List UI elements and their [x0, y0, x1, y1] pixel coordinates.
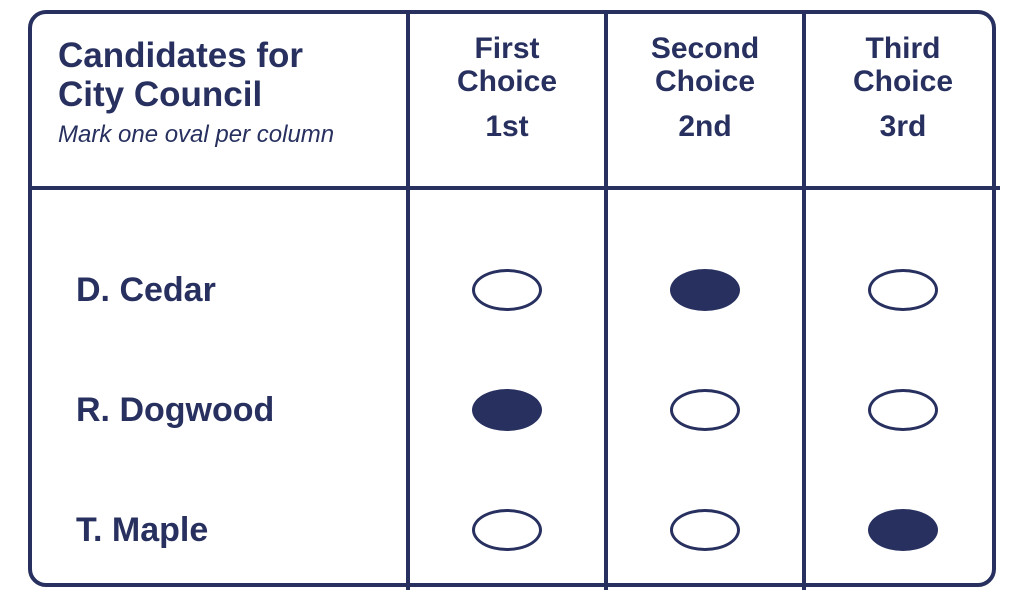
- ballot-oval[interactable]: [472, 509, 542, 551]
- choice-title-2: Second Choice: [608, 32, 802, 98]
- ballot-card: Candidates for City Council Mark one ova…: [28, 10, 996, 587]
- candidate-names-column: D. Cedar R. Dogwood T. Maple: [32, 186, 406, 590]
- choice-column-3: [802, 186, 1000, 590]
- ballot-oval[interactable]: [472, 389, 542, 431]
- choice-title-3: Third Choice: [806, 32, 1000, 98]
- choice-header-3: Third Choice 3rd: [802, 14, 1000, 186]
- choice-column-2: [604, 186, 802, 590]
- candidate-name: T. Maple: [76, 511, 208, 550]
- ballot-oval[interactable]: [472, 269, 542, 311]
- choice-ordinal-3: 3rd: [806, 110, 1000, 144]
- choice-header-2: Second Choice 2nd: [604, 14, 802, 186]
- ballot-oval[interactable]: [670, 509, 740, 551]
- ballot-oval[interactable]: [670, 389, 740, 431]
- ballot-oval[interactable]: [868, 389, 938, 431]
- ballot-title: Candidates for City Council: [58, 36, 380, 114]
- ballot-oval[interactable]: [868, 269, 938, 311]
- candidate-row: D. Cedar: [76, 230, 406, 350]
- title-line-2: City Council: [58, 75, 262, 114]
- ballot-oval[interactable]: [868, 509, 938, 551]
- ballot-oval[interactable]: [670, 269, 740, 311]
- choice-column-1: [406, 186, 604, 590]
- choice-header-1: First Choice 1st: [406, 14, 604, 186]
- candidate-row: T. Maple: [76, 470, 406, 590]
- choice-ordinal-2: 2nd: [608, 110, 802, 144]
- choice-ordinal-1: 1st: [410, 110, 604, 144]
- ballot-heading: Candidates for City Council Mark one ova…: [32, 14, 406, 186]
- candidate-name: D. Cedar: [76, 271, 216, 310]
- ballot-instruction: Mark one oval per column: [58, 121, 380, 149]
- candidate-name: R. Dogwood: [76, 391, 274, 430]
- candidate-row: R. Dogwood: [76, 350, 406, 470]
- choice-title-1: First Choice: [410, 32, 604, 98]
- title-line-1: Candidates for: [58, 36, 303, 75]
